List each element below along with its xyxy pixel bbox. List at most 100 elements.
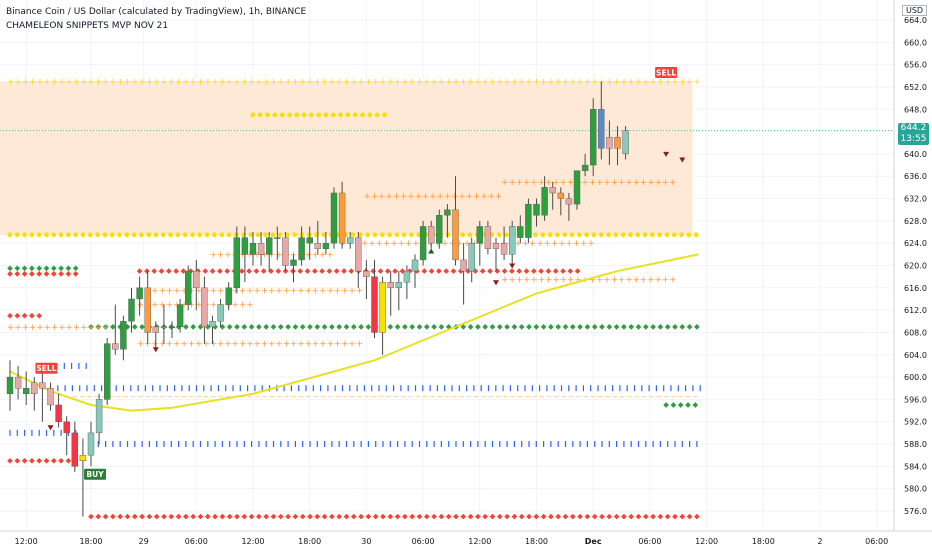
level-plus-mark: +: [153, 77, 161, 87]
level-plus-mark: +: [423, 77, 431, 87]
level-plus-mark: +: [319, 250, 327, 260]
level-diamond-mark: [613, 324, 620, 330]
level-plus-mark: +: [190, 77, 198, 87]
level-diamond-mark: [290, 268, 296, 274]
candle-body: [201, 287, 208, 328]
level-diamond-mark: [511, 513, 518, 520]
level-diamond-mark: [270, 324, 277, 330]
level-diamond-mark: [679, 513, 686, 520]
level-plus-mark: +: [131, 77, 139, 87]
level-plus-mark: +: [466, 192, 474, 202]
level-plus-mark: +: [217, 287, 225, 297]
level-diamond-mark: [657, 513, 664, 520]
level-plus-mark: +: [166, 301, 174, 311]
level-dot-mark: [401, 232, 407, 238]
level-dot-mark: [693, 232, 699, 238]
x-tick-label: 2: [817, 537, 822, 546]
level-dot-mark: [445, 232, 451, 238]
level-plus-mark: +: [662, 275, 670, 285]
level-plus-mark: +: [581, 178, 589, 188]
y-tick-label: 624.0: [904, 239, 927, 248]
level-diamond-mark: [21, 271, 28, 277]
level-plus-mark: +: [488, 192, 496, 202]
level-plus-mark: +: [277, 77, 285, 87]
level-dot-mark: [316, 112, 322, 118]
level-plus-mark: +: [232, 287, 240, 297]
level-diamond-mark: [692, 402, 699, 408]
y-tick-label: 652.0: [904, 83, 927, 92]
level-diamond-mark: [144, 268, 150, 274]
indicator-name[interactable]: CHAMELEON SNIPPETS MVP NOV 21: [6, 21, 169, 31]
level-plus-mark: +: [545, 275, 553, 285]
level-plus-mark: +: [584, 77, 592, 87]
x-tick-label: 06:00: [412, 537, 435, 546]
level-plus-mark: +: [569, 77, 577, 87]
level-plus-mark: +: [489, 77, 497, 87]
level-plus-mark: +: [22, 77, 30, 87]
level-plus-mark: +: [261, 287, 269, 297]
level-diamond-mark: [394, 324, 401, 330]
level-diamond-mark: [319, 268, 325, 274]
candle-body: [160, 326, 168, 329]
level-plus-mark: +: [565, 239, 573, 249]
level-plus-mark: +: [434, 239, 442, 249]
level-diamond-mark: [7, 457, 13, 464]
level-diamond-mark: [679, 324, 686, 330]
candle-body: [144, 287, 151, 333]
level-dot-mark: [323, 112, 329, 118]
level-diamond-mark: [511, 324, 518, 330]
level-diamond-mark: [584, 513, 591, 520]
level-diamond-mark: [523, 268, 530, 274]
level-dot-mark: [139, 232, 144, 238]
level-plus-mark: +: [573, 239, 581, 249]
x-tick-label: 12:00: [468, 537, 491, 546]
level-plus-mark: +: [647, 178, 655, 188]
level-diamond-mark: [88, 324, 94, 330]
level-plus-mark: +: [283, 287, 291, 297]
level-plus-mark: +: [662, 178, 670, 188]
y-tick-label: 632.0: [904, 195, 927, 204]
level-plus-mark: +: [326, 340, 334, 350]
level-plus-mark: +: [65, 323, 73, 333]
candle-body: [606, 136, 613, 149]
candle-body: [112, 343, 119, 350]
sell-arrow: [152, 347, 159, 353]
level-diamond-mark: [518, 513, 525, 520]
currency-button[interactable]: USD: [902, 5, 928, 16]
level-dot-mark: [29, 232, 35, 238]
level-diamond-mark: [88, 513, 94, 520]
symbol-title[interactable]: Binance Coin / US Dollar (calculated by …: [6, 7, 307, 17]
y-tick-label: 580.0: [904, 485, 927, 494]
level-plus-mark: +: [339, 239, 347, 249]
level-diamond-mark: [372, 513, 379, 520]
candle-body: [274, 237, 281, 239]
sell-signal-label: [655, 67, 678, 79]
level-plus-mark: +: [73, 323, 81, 333]
level-dot-mark: [360, 112, 365, 118]
level-plus-mark: +: [558, 239, 566, 249]
level-dot-mark: [569, 232, 575, 238]
level-diamond-mark: [577, 513, 583, 520]
level-plus-mark: +: [263, 77, 271, 87]
level-plus-mark: +: [217, 340, 225, 350]
level-dot-mark: [204, 232, 210, 238]
level-dot-mark: [226, 232, 232, 238]
level-plus-mark: +: [523, 178, 531, 188]
level-plus-mark: +: [551, 239, 559, 249]
level-plus-mark: +: [210, 340, 218, 350]
level-plus-mark: +: [246, 340, 254, 350]
level-plus-mark: +: [284, 77, 292, 87]
level-diamond-mark: [292, 513, 299, 520]
level-plus-mark: +: [555, 77, 563, 87]
candle-body: [436, 215, 443, 244]
level-diamond-mark: [263, 324, 270, 330]
level-dot-mark: [250, 112, 256, 118]
level-plus-mark: +: [371, 192, 379, 202]
level-plus-mark: +: [290, 287, 298, 297]
level-diamond-mark: [21, 457, 28, 464]
level-plus-mark: +: [268, 250, 276, 260]
level-plus-mark: +: [361, 239, 369, 249]
level-plus-mark: +: [647, 275, 655, 285]
